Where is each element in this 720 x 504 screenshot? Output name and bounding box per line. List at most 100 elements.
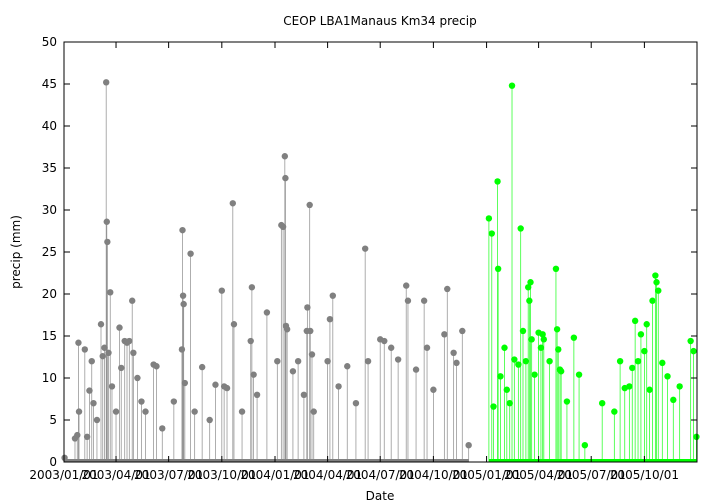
data-point	[531, 371, 538, 378]
series-2	[485, 82, 700, 462]
y-axis-label: precip (mm)	[9, 215, 23, 289]
data-point	[690, 347, 697, 355]
data-point	[206, 416, 213, 424]
data-point	[294, 358, 302, 365]
data-point	[229, 200, 236, 207]
data-point	[546, 358, 553, 365]
data-point	[97, 321, 105, 328]
data-point	[441, 331, 448, 338]
data-point	[539, 331, 546, 338]
y-tick-label: 35	[42, 161, 57, 175]
data-point	[116, 324, 123, 331]
axes-layer: 0 5 10 15 20 25 30 35 40 45 50 2003/01/012003/04/01…	[29, 35, 697, 482]
data-point	[629, 364, 636, 372]
data-point	[387, 344, 395, 351]
data-point	[522, 358, 530, 365]
data-point	[352, 400, 360, 407]
x-tick-label: 2005/07/01	[557, 468, 626, 482]
data-point	[90, 400, 97, 407]
data-point	[519, 327, 527, 335]
data-point	[655, 287, 662, 294]
data-point	[153, 363, 160, 370]
data-point	[557, 368, 565, 375]
data-point	[335, 383, 342, 390]
data-point	[75, 339, 82, 346]
data-point	[459, 327, 466, 335]
chart-title: CEOP LBA1Manaus Km34 precip	[283, 14, 476, 28]
data-point	[563, 398, 571, 405]
data-point	[555, 346, 562, 353]
y-tick-label: 30	[42, 203, 57, 217]
data-point	[503, 386, 511, 393]
data-point	[444, 285, 451, 293]
x-tick-label: 2003/01/01	[29, 468, 98, 482]
data-point	[103, 79, 110, 86]
data-point	[223, 384, 231, 392]
y-tick-label: 5	[49, 413, 57, 427]
data-point	[412, 366, 420, 373]
data-point	[634, 358, 642, 365]
data-point	[103, 218, 110, 225]
data-point	[238, 408, 246, 415]
data-point	[247, 337, 254, 345]
data-point	[611, 408, 618, 415]
data-point	[250, 371, 257, 378]
x-tick-label: 2004/10/01	[399, 468, 468, 482]
data-point	[364, 358, 372, 365]
data-point	[178, 346, 186, 353]
data-point	[99, 352, 106, 360]
data-point	[218, 287, 226, 294]
data-point	[361, 245, 369, 252]
data-point	[553, 326, 561, 333]
data-point	[670, 396, 677, 404]
data-point	[540, 336, 548, 343]
data-point	[517, 225, 524, 232]
data-point	[430, 386, 437, 393]
x-axis-label: Date	[366, 489, 395, 503]
x-tick-label: 2004/04/01	[293, 468, 362, 482]
data-point	[450, 349, 457, 356]
data-point	[344, 363, 351, 370]
data-point	[253, 391, 261, 398]
data-point	[581, 442, 589, 449]
data-point	[664, 373, 671, 380]
data-point	[641, 347, 648, 355]
data-point	[138, 398, 145, 405]
data-point	[485, 215, 493, 222]
data-point	[643, 321, 650, 328]
data-point	[282, 174, 289, 182]
data-point	[130, 349, 137, 356]
data-point	[105, 349, 112, 356]
data-point	[652, 272, 659, 279]
data-point	[304, 304, 311, 311]
x-tick-label: 2003/10/01	[187, 468, 256, 482]
data-point	[501, 344, 508, 351]
data-point	[453, 359, 460, 367]
data-point	[394, 356, 402, 363]
x-tick-label: 2004/01/01	[240, 468, 309, 482]
data-point	[404, 297, 412, 304]
data-point	[570, 334, 578, 341]
data-point	[281, 153, 289, 160]
data-point	[310, 408, 317, 415]
data-point	[112, 408, 120, 415]
data-point	[527, 279, 534, 286]
x-tick-label: 2004/07/01	[346, 468, 415, 482]
x-tick-label: 2003/07/01	[134, 468, 203, 482]
y-tick-label: 50	[42, 35, 57, 49]
data-point	[300, 391, 308, 398]
data-point	[687, 337, 694, 345]
data-point	[191, 408, 198, 415]
data-point	[403, 282, 410, 289]
data-point	[159, 425, 166, 432]
data-point	[107, 289, 114, 296]
data-point	[212, 381, 219, 388]
data-point	[74, 431, 81, 439]
series-1	[61, 79, 472, 462]
plot-frame	[63, 41, 698, 463]
data-point	[88, 358, 95, 365]
data-point	[307, 327, 314, 335]
data-point	[108, 383, 116, 390]
data-point	[525, 284, 532, 291]
